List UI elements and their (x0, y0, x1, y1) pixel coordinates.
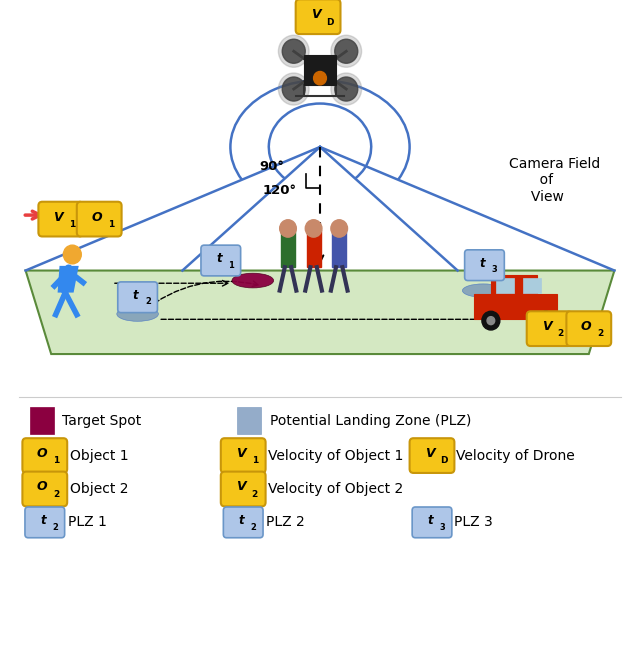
Text: Velocity of Object 2: Velocity of Object 2 (268, 482, 403, 496)
Text: 2: 2 (53, 490, 60, 499)
FancyBboxPatch shape (566, 311, 611, 346)
Text: 2: 2 (597, 329, 604, 339)
Text: 1: 1 (108, 220, 114, 229)
Text: 2: 2 (52, 522, 58, 532)
Text: PLZ 2: PLZ 2 (266, 516, 305, 529)
Polygon shape (58, 266, 79, 293)
Text: D: D (440, 456, 447, 466)
Text: 1: 1 (53, 456, 60, 466)
Bar (307, 230, 321, 267)
Circle shape (280, 220, 296, 237)
Text: Object 1: Object 1 (70, 449, 129, 462)
Circle shape (482, 311, 500, 330)
FancyBboxPatch shape (465, 250, 504, 281)
Circle shape (331, 35, 362, 67)
Circle shape (335, 77, 358, 101)
Circle shape (314, 71, 326, 85)
FancyBboxPatch shape (527, 311, 572, 346)
Bar (281, 230, 295, 267)
Text: Velocity of Drone: Velocity of Drone (456, 449, 575, 462)
FancyBboxPatch shape (118, 282, 157, 313)
Text: V: V (424, 447, 435, 460)
Bar (332, 230, 346, 267)
FancyBboxPatch shape (412, 507, 452, 538)
Text: V: V (541, 320, 552, 333)
Circle shape (282, 77, 305, 101)
Text: 2: 2 (250, 522, 257, 532)
Text: 2: 2 (145, 297, 151, 307)
Bar (474, 294, 557, 319)
Ellipse shape (462, 284, 504, 297)
Text: 1: 1 (69, 220, 76, 229)
Text: V: V (53, 210, 63, 224)
FancyBboxPatch shape (22, 472, 67, 506)
Circle shape (487, 317, 495, 325)
Circle shape (305, 220, 322, 237)
FancyBboxPatch shape (25, 507, 65, 538)
FancyBboxPatch shape (22, 438, 67, 473)
Bar (491, 275, 537, 294)
Circle shape (278, 35, 309, 67)
Bar (304, 55, 336, 85)
Circle shape (331, 73, 362, 105)
Ellipse shape (232, 273, 274, 288)
Text: 2: 2 (557, 329, 564, 339)
FancyBboxPatch shape (201, 245, 241, 276)
Text: 120°: 120° (262, 184, 297, 197)
Text: t: t (239, 514, 244, 527)
Text: Camera Field
       of
     View: Camera Field of View (509, 157, 600, 204)
Text: t: t (133, 289, 138, 302)
Circle shape (542, 317, 550, 325)
FancyBboxPatch shape (296, 0, 340, 34)
Text: 1: 1 (228, 261, 234, 270)
Bar (237, 407, 261, 434)
Text: 90°: 90° (260, 160, 284, 174)
Text: 1: 1 (252, 456, 258, 466)
Text: Object 2: Object 2 (70, 482, 129, 496)
FancyBboxPatch shape (38, 202, 83, 236)
FancyBboxPatch shape (410, 438, 454, 473)
Text: V: V (236, 480, 246, 494)
FancyBboxPatch shape (221, 472, 266, 506)
Circle shape (282, 39, 305, 63)
Bar (30, 407, 54, 434)
Bar (523, 278, 541, 293)
Text: PLZ 1: PLZ 1 (68, 516, 108, 529)
Circle shape (63, 245, 81, 264)
Ellipse shape (116, 307, 159, 321)
Text: 2: 2 (252, 490, 258, 499)
FancyBboxPatch shape (221, 438, 266, 473)
Polygon shape (26, 271, 614, 354)
Text: Velocity of Object 1: Velocity of Object 1 (268, 449, 403, 462)
Circle shape (331, 220, 348, 237)
FancyBboxPatch shape (223, 507, 263, 538)
Circle shape (537, 311, 555, 330)
Text: t: t (40, 514, 45, 527)
Bar (496, 278, 514, 293)
Text: O: O (37, 480, 47, 494)
Text: t: t (428, 514, 433, 527)
FancyArrowPatch shape (65, 269, 68, 290)
Text: D: D (326, 17, 333, 27)
Text: O: O (37, 447, 47, 460)
Text: V: V (310, 8, 321, 21)
Circle shape (335, 39, 358, 63)
Text: Potential Landing Zone (PLZ): Potential Landing Zone (PLZ) (270, 414, 472, 428)
Text: PLZ 3: PLZ 3 (454, 516, 493, 529)
Text: 3: 3 (440, 522, 445, 532)
FancyBboxPatch shape (77, 202, 122, 236)
Text: 3: 3 (492, 265, 497, 275)
Text: V: V (236, 447, 246, 460)
Text: t: t (216, 252, 221, 265)
Text: O: O (92, 210, 102, 224)
Circle shape (278, 73, 309, 105)
Text: t: t (480, 257, 485, 270)
Text: O: O (581, 320, 591, 333)
Text: Target Spot: Target Spot (62, 414, 141, 428)
